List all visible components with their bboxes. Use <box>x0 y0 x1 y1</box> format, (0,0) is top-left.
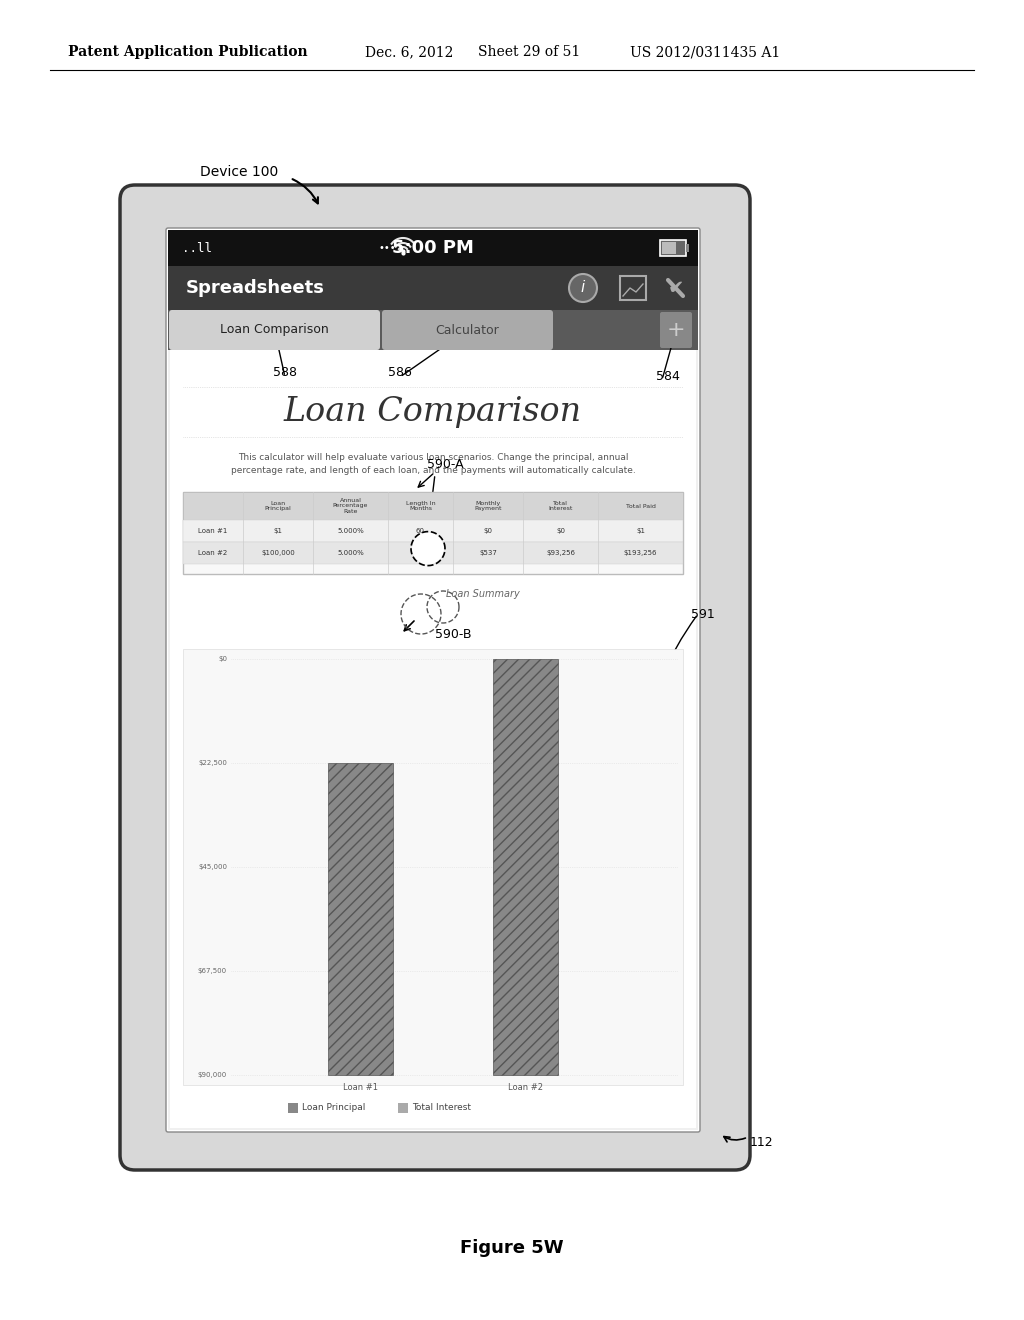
Text: Total
Interest: Total Interest <box>548 500 572 511</box>
Bar <box>183 543 683 564</box>
Bar <box>686 244 689 252</box>
Text: 590-B: 590-B <box>435 627 471 640</box>
Text: 60: 60 <box>416 528 425 535</box>
Bar <box>328 763 393 1074</box>
Bar <box>183 520 683 543</box>
FancyBboxPatch shape <box>120 185 750 1170</box>
Text: Patent Application Publication: Patent Application Publication <box>68 45 307 59</box>
Text: 5.000%: 5.000% <box>337 550 364 556</box>
FancyBboxPatch shape <box>382 310 553 350</box>
Bar <box>168 230 698 267</box>
Text: $1: $1 <box>636 528 645 535</box>
Bar <box>620 276 646 300</box>
Bar <box>398 1104 408 1113</box>
Text: Total Interest: Total Interest <box>412 1104 471 1113</box>
Text: $537: $537 <box>479 550 497 556</box>
Text: 112: 112 <box>750 1137 773 1150</box>
Bar <box>168 310 698 350</box>
Text: This calculator will help evaluate various loan scenarios. Change the principal,: This calculator will help evaluate vario… <box>230 453 635 475</box>
Text: 586: 586 <box>388 366 412 379</box>
FancyBboxPatch shape <box>166 228 700 1133</box>
Text: $90,000: $90,000 <box>198 1072 227 1078</box>
Text: $22,500: $22,500 <box>198 760 227 766</box>
Text: Loan #1: Loan #1 <box>343 1082 378 1092</box>
Text: Loan Principal: Loan Principal <box>302 1104 366 1113</box>
Bar <box>660 240 686 256</box>
Text: $0: $0 <box>556 528 565 535</box>
Text: Spreadsheets: Spreadsheets <box>186 279 325 297</box>
FancyBboxPatch shape <box>660 312 692 348</box>
Text: Calculator: Calculator <box>435 323 500 337</box>
Text: •••: ••• <box>378 243 395 253</box>
Bar <box>168 267 698 310</box>
Text: 590-A: 590-A <box>427 458 463 470</box>
Text: $0: $0 <box>218 656 227 663</box>
Text: 591: 591 <box>691 607 715 620</box>
Text: Loan Comparison: Loan Comparison <box>220 323 329 337</box>
Text: $0: $0 <box>483 528 493 535</box>
Text: US 2012/0311435 A1: US 2012/0311435 A1 <box>630 45 780 59</box>
FancyBboxPatch shape <box>169 310 380 350</box>
Text: 5:00 PM: 5:00 PM <box>392 239 474 257</box>
Text: Device 100: Device 100 <box>200 165 279 180</box>
Bar <box>170 350 696 1129</box>
Bar <box>183 492 683 574</box>
Text: 5.000%: 5.000% <box>337 528 364 535</box>
Text: Loan #2: Loan #2 <box>508 1082 543 1092</box>
Text: Loan #2: Loan #2 <box>199 550 227 556</box>
Bar <box>493 659 558 1074</box>
Text: Annual
Percentage
Rate: Annual Percentage Rate <box>333 498 369 515</box>
Bar <box>288 1104 298 1113</box>
Text: 584: 584 <box>656 371 680 384</box>
Bar <box>183 492 683 520</box>
Text: $45,000: $45,000 <box>198 865 227 870</box>
Text: Loan Comparison: Loan Comparison <box>284 396 582 428</box>
Circle shape <box>569 275 597 302</box>
Text: $1: $1 <box>273 528 283 535</box>
Bar <box>183 649 683 1085</box>
Bar <box>168 350 698 1130</box>
Text: 588: 588 <box>273 366 297 379</box>
Text: $100,000: $100,000 <box>261 550 295 556</box>
Text: Figure 5W: Figure 5W <box>460 1239 564 1257</box>
Text: Loan Summary: Loan Summary <box>446 589 520 599</box>
Text: Total Paid: Total Paid <box>626 503 655 508</box>
Text: Monthly
Payment: Monthly Payment <box>474 500 502 511</box>
Text: Loan
Principal: Loan Principal <box>264 500 292 511</box>
Text: Dec. 6, 2012: Dec. 6, 2012 <box>365 45 454 59</box>
Text: Loan #1: Loan #1 <box>199 528 227 535</box>
Text: Length In
Months: Length In Months <box>406 500 435 511</box>
Text: Sheet 29 of 51: Sheet 29 of 51 <box>478 45 581 59</box>
Text: 360: 360 <box>414 550 427 556</box>
Text: +: + <box>667 319 685 341</box>
Text: $93,256: $93,256 <box>546 550 575 556</box>
Text: ..ll: ..ll <box>182 242 212 255</box>
Bar <box>662 242 676 253</box>
Text: $67,500: $67,500 <box>198 968 227 974</box>
Text: ✔: ✔ <box>668 279 684 297</box>
Circle shape <box>412 532 444 565</box>
Text: i: i <box>581 281 585 296</box>
Text: $193,256: $193,256 <box>624 550 657 556</box>
